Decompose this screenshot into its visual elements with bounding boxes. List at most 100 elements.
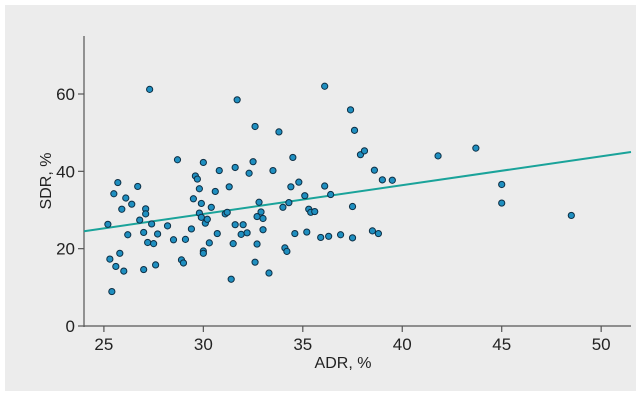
x-axis-title: ADR, % [315, 355, 372, 372]
data-point [227, 275, 235, 283]
data-point [150, 240, 158, 248]
data-point [187, 225, 196, 233]
data-point [233, 96, 241, 104]
data-point [259, 226, 267, 234]
data-point [285, 199, 293, 207]
data-point [283, 247, 291, 255]
data-point [301, 192, 309, 200]
data-point [472, 144, 480, 152]
data-point [498, 199, 506, 207]
data-point [153, 230, 162, 238]
data-point [116, 249, 124, 257]
data-point [321, 82, 329, 90]
y-tick-label: 40 [56, 162, 75, 181]
data-point [350, 126, 359, 134]
x-ticks: 25 30 35 40 45 50 [94, 326, 611, 354]
data-point [108, 287, 116, 296]
data-point [205, 239, 213, 247]
data-point [327, 190, 335, 199]
data-point [325, 232, 333, 240]
data-point [336, 231, 345, 239]
x-tick-label: 30 [194, 335, 213, 354]
data-point [295, 178, 303, 186]
data-point [498, 180, 506, 189]
data-point [251, 258, 259, 266]
data-point [348, 202, 357, 211]
data-points [104, 82, 575, 296]
y-axis-title: SDR, % [38, 153, 55, 210]
data-point [253, 240, 261, 248]
data-point [279, 203, 287, 211]
data-point [259, 214, 267, 223]
data-point [257, 208, 265, 216]
data-point [255, 198, 263, 206]
data-point [311, 207, 319, 216]
data-point [249, 158, 257, 166]
data-point [197, 199, 205, 208]
data-point [144, 238, 152, 247]
trend-line [83, 151, 632, 233]
data-point [195, 185, 203, 193]
data-point [225, 183, 233, 191]
data-point [229, 240, 237, 248]
data-point [360, 147, 369, 155]
data-point [321, 182, 329, 190]
data-point [368, 227, 377, 235]
data-point [231, 163, 239, 172]
data-point [231, 221, 239, 229]
data-point [245, 169, 253, 177]
data-point [237, 230, 245, 238]
data-point [243, 229, 251, 237]
data-point [265, 269, 273, 277]
data-point [303, 228, 311, 236]
y-ticks: 0 20 40 60 [56, 85, 84, 336]
data-point [434, 152, 442, 160]
data-point [118, 205, 126, 213]
data-point [136, 216, 144, 224]
data-point [146, 85, 154, 93]
x-tick-label: 50 [592, 335, 611, 354]
data-point [189, 195, 197, 203]
x-tick-label: 45 [492, 335, 511, 354]
data-point [388, 176, 396, 184]
data-point [112, 262, 120, 271]
data-point [213, 229, 221, 238]
data-point [289, 153, 297, 162]
data-point [239, 221, 247, 229]
data-point [287, 183, 295, 191]
data-point [193, 175, 201, 183]
data-point [211, 187, 219, 196]
data-point [148, 220, 156, 228]
data-point [122, 194, 130, 202]
data-point [104, 220, 112, 228]
data-point [179, 259, 188, 267]
data-point [275, 128, 283, 136]
data-point [197, 213, 205, 221]
chart-panel: 0 20 40 60 25 30 35 40 45 50 ADR, % SDR, % [5, 5, 636, 391]
scatter-chart: 0 20 40 60 25 30 35 40 45 50 ADR, % SDR, % [38, 36, 632, 372]
x-tick-label: 25 [94, 335, 113, 354]
data-point [567, 211, 575, 220]
data-point [374, 229, 382, 238]
y-tick-label: 0 [66, 317, 75, 336]
data-point [173, 156, 182, 164]
data-point [317, 233, 325, 242]
data-point [199, 158, 207, 167]
data-point [181, 235, 190, 243]
data-point [223, 208, 231, 216]
data-point [346, 106, 355, 114]
data-point [203, 215, 211, 223]
x-tick-label: 35 [293, 335, 312, 354]
data-point [114, 178, 122, 187]
data-point [140, 228, 148, 237]
data-point [110, 190, 118, 198]
data-point [142, 210, 150, 218]
data-point [215, 166, 223, 175]
data-point [291, 229, 299, 238]
data-point [128, 200, 136, 208]
data-point [152, 261, 160, 269]
data-point [124, 231, 132, 239]
data-point [199, 249, 207, 257]
data-point [163, 222, 172, 230]
data-point [348, 234, 357, 242]
